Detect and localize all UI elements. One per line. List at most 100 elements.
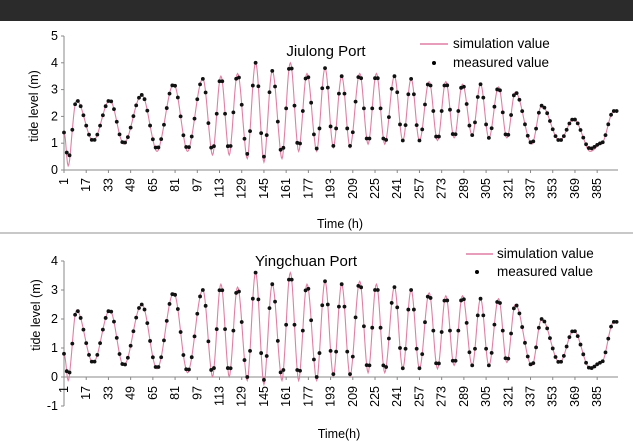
measured-point: [362, 324, 366, 329]
measured-point: [217, 79, 222, 84]
measured-point: [150, 355, 155, 360]
x-axis-title: Time (h): [317, 217, 363, 231]
measured-point: [173, 83, 177, 88]
measured-point: [123, 362, 127, 367]
measured-point: [281, 368, 286, 372]
measured-point: [492, 104, 497, 109]
measured-point: [181, 133, 186, 138]
measured-point: [303, 288, 308, 293]
measured-point: [534, 345, 538, 350]
measured-point: [134, 315, 139, 320]
measured-point: [159, 355, 164, 360]
measured-point: [214, 111, 219, 116]
measured-point: [434, 134, 439, 139]
x-tick-label: 225: [368, 386, 382, 407]
measured-point: [259, 351, 264, 355]
measured-point: [378, 325, 383, 330]
measured-point: [506, 356, 511, 361]
measured-point: [436, 134, 441, 139]
measured-point: [603, 133, 608, 138]
measured-point: [267, 90, 272, 95]
measured-point: [392, 285, 397, 289]
measured-point: [200, 76, 205, 81]
x-tick-label: 113: [213, 386, 227, 406]
measured-point: [145, 321, 150, 326]
measured-point: [550, 127, 555, 132]
measured-point: [95, 352, 100, 357]
measured-point: [181, 353, 186, 357]
measured-point: [323, 279, 327, 284]
x-tick-label: 145: [257, 178, 271, 199]
x-tick-label: 321: [501, 386, 515, 407]
measured-point: [259, 131, 264, 136]
measured-point: [350, 130, 355, 135]
measured-point: [614, 320, 619, 324]
measured-point: [278, 147, 283, 152]
x-tick-label: 289: [457, 386, 471, 407]
measured-point: [345, 349, 350, 354]
measured-point: [525, 133, 530, 138]
measured-point: [228, 144, 233, 148]
measured-point: [256, 84, 261, 89]
measured-point: [450, 132, 455, 136]
measured-point: [500, 328, 505, 333]
measured-point: [603, 350, 608, 355]
measured-point: [550, 346, 555, 351]
measured-point: [131, 114, 136, 119]
measured-point: [503, 356, 508, 361]
measured-point: [367, 136, 372, 141]
measured-point: [473, 120, 477, 125]
measured-point: [242, 136, 247, 141]
measured-point: [520, 325, 525, 329]
measured-point: [464, 320, 469, 325]
measured-point: [237, 289, 241, 294]
y-tick-label: 3: [51, 83, 58, 97]
x-tick-label: 353: [546, 386, 560, 407]
measured-point: [270, 68, 275, 73]
measured-point: [337, 304, 341, 309]
measured-point: [270, 282, 275, 287]
measured-point: [409, 76, 414, 81]
measured-point: [278, 370, 283, 375]
measured-point: [542, 105, 547, 110]
measured-point: [264, 133, 269, 138]
measured-point: [470, 133, 475, 138]
measured-point: [195, 311, 200, 316]
measured-point: [450, 358, 455, 363]
measured-point: [325, 302, 330, 307]
measured-point: [178, 114, 183, 119]
measured-point: [536, 325, 541, 330]
measured-point: [217, 288, 222, 293]
x-tick-label: 193: [324, 178, 338, 199]
measured-point: [448, 328, 452, 333]
measured-point: [523, 340, 527, 345]
y-tick-label: -1: [47, 399, 58, 413]
measured-point: [362, 106, 366, 111]
measured-point: [145, 108, 150, 113]
measured-point: [92, 359, 97, 364]
y-tick-label: 5: [51, 29, 58, 43]
y-tick-label: 2: [51, 109, 58, 123]
measured-point: [81, 327, 86, 332]
measured-point: [87, 352, 91, 357]
measured-point: [175, 95, 180, 100]
measured-point: [484, 346, 488, 351]
x-tick-label: 177: [301, 178, 315, 199]
measured-point: [312, 357, 316, 362]
measured-point: [78, 316, 83, 320]
y-tick-label: 1: [51, 136, 58, 150]
x-tick-label: 337: [524, 386, 538, 407]
x-tick-label: 49: [124, 178, 138, 192]
measured-point: [348, 372, 352, 376]
measured-point: [348, 143, 352, 148]
x-tick-label: 289: [457, 178, 471, 199]
measured-point: [442, 83, 447, 88]
x-tick-label: 273: [435, 178, 449, 199]
measured-point: [375, 288, 380, 292]
measured-point: [586, 146, 591, 150]
measured-point: [420, 127, 425, 132]
legend-simulation-label: simulation value: [453, 36, 550, 51]
legend-simulation-label: simulation value: [497, 246, 594, 261]
measured-point: [339, 74, 344, 79]
measured-point: [198, 294, 202, 299]
